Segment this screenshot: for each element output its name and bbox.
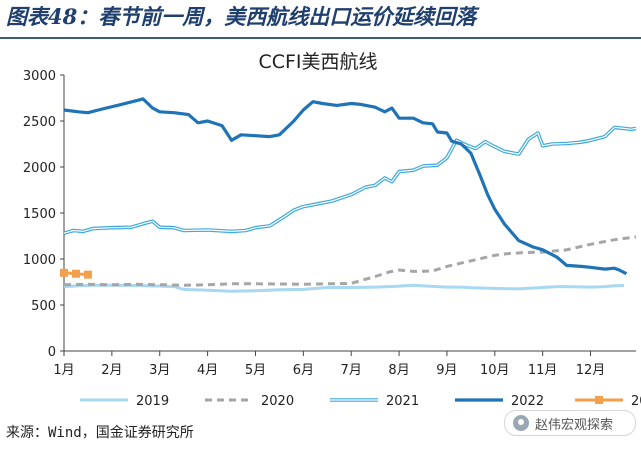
series-2022 [63,97,628,276]
y-tick-label: 0 [48,345,56,360]
watermark-badge: 赵伟宏观探索 [504,410,636,436]
y-tick-label: 3000 [23,69,56,84]
series-line-2019 [63,283,625,293]
y-tick-label: 1000 [23,253,56,268]
chart-title: CCFI美西航线 [258,51,377,73]
y-tick-label: 2000 [23,161,56,176]
wechat-account-icon [513,415,529,431]
series-layer [60,97,637,293]
legend-label: 2020 [261,394,294,409]
x-tick-label: 7月 [341,363,362,378]
series-line-2021 [63,125,637,235]
x-tick-label: 6月 [293,363,314,378]
legend-label: 2019 [136,394,169,409]
legend-label: 2023 [631,394,641,409]
x-tick-label: 8月 [388,363,409,378]
x-tick-label: 3月 [149,363,170,378]
x-tick-label: 11月 [528,363,558,378]
legend-label: 2021 [386,394,419,409]
legend-item-2021: 2021 [330,394,419,409]
caption-underline [0,37,641,39]
y-tick-label: 1500 [23,207,56,222]
x-tick-label: 10月 [480,363,510,378]
data-point-2023 [60,268,68,277]
x-tick-label: 9月 [436,363,457,378]
x-tick-label: 1月 [53,363,74,378]
series-2023 [60,268,92,279]
legend-item-2020: 2020 [205,394,294,409]
series-2019 [63,283,625,293]
source-note: 来源：Wind，国金证券研究所 [6,425,194,441]
data-point-2023 [83,270,92,279]
y-tick-label: 500 [31,299,56,314]
series-line-2022 [63,97,628,276]
x-tick-label: 2月 [101,363,122,378]
series-line-2020 [63,235,637,287]
y-tick-label: 2500 [23,115,56,130]
series-2020 [63,235,637,287]
legend-item-2023: 2023 [575,394,641,409]
series-2021 [63,125,637,235]
legend-label: 2022 [511,394,544,409]
data-point-2023 [71,269,80,278]
x-tick-label: 12月 [576,363,606,378]
legend-item-2019: 2019 [80,394,169,409]
ccfi-line-chart: CCFI美西航线 0 500 1000 1500 2000 2500 3000 1月 2月 3月 4… [23,51,641,409]
legend: 2019 2020 2021 2022 2023 [80,394,641,409]
axes: 0 500 1000 1500 2000 2500 3000 1月 2月 3月 4月 5月 6月 7月 8月… [23,69,636,378]
legend-marker [595,396,603,404]
figure-caption: 图表48：春节前一周，美西航线出口运价延续回落 [6,4,477,29]
x-tick-label: 5月 [245,363,266,378]
x-tick-label: 4月 [197,363,218,378]
watermark-text: 赵伟宏观探索 [535,417,614,433]
series-line-inner-2021 [63,126,637,234]
legend-item-2022: 2022 [455,394,544,409]
